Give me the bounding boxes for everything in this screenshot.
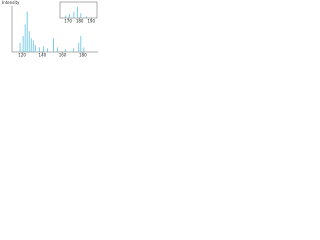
x-tick-label: 120 [18,53,26,58]
x-tick-label: 190 [87,19,95,24]
x-tick-label: 170 [64,19,72,24]
x-tick-label: 160 [59,53,67,58]
x-tick-label: 140 [39,53,47,58]
x-tick-label: 180 [76,19,84,24]
x-tick-label: 180 [79,53,87,58]
y-axis-label: Intensity [2,0,20,5]
